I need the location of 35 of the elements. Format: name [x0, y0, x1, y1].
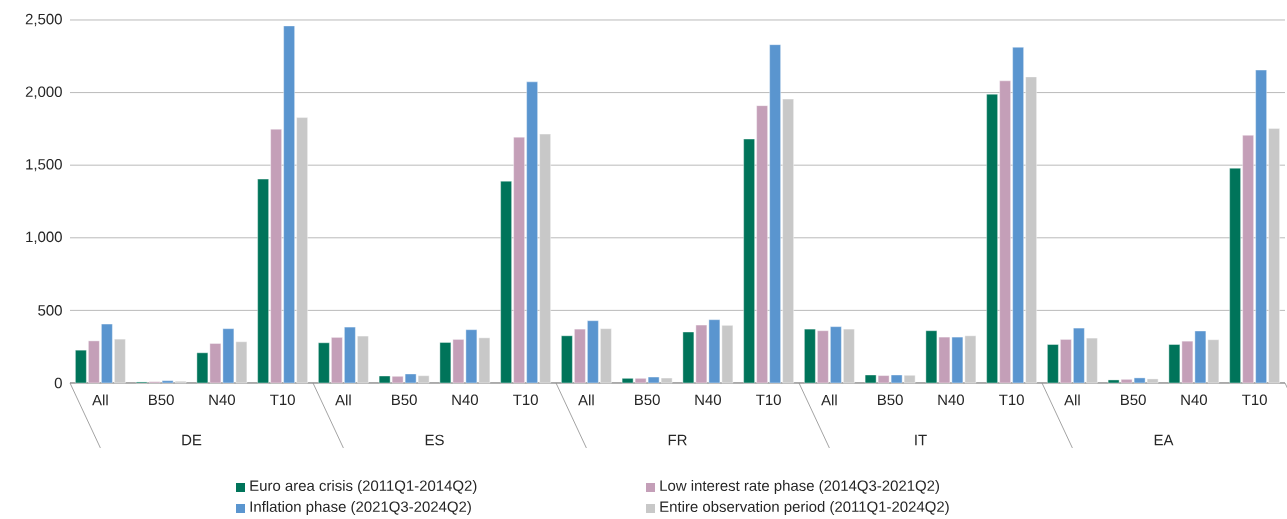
x-tick-label: B50	[1121, 394, 1146, 406]
text: EA	[1154, 434, 1174, 446]
x-tick-label: All	[1064, 394, 1080, 406]
x-tick-label: N40	[1181, 394, 1207, 406]
y-tick-label: 2,000	[25, 86, 62, 99]
x-tick-label: All	[92, 394, 108, 406]
x-tick-label: N40	[452, 394, 478, 406]
x-tick-label: T10	[999, 394, 1024, 406]
x-tick-label: B50	[635, 394, 660, 406]
y-tick-label: 0	[54, 377, 62, 389]
text: IT	[915, 434, 927, 446]
legend-label: Inflation phase (2021Q3-2024Q2)	[250, 501, 471, 515]
x-tick-label: T10	[270, 394, 295, 406]
x-tick-label: All	[578, 394, 594, 406]
x-tick-label: B50	[878, 394, 903, 406]
x-tick-label: All	[335, 394, 351, 406]
x-tick-label: B50	[149, 394, 174, 406]
x-tick-label: N40	[695, 394, 721, 406]
legend-label: Low interest rate phase (2014Q3-2021Q2)	[660, 480, 940, 494]
x-tick-label: T10	[1242, 394, 1267, 406]
text: ES	[425, 434, 444, 446]
x-tick-label: T10	[756, 394, 781, 406]
legend-label: Euro area crisis (2011Q1-2014Q2)	[250, 480, 477, 494]
text: DE	[182, 434, 202, 446]
x-tick-label: All	[821, 394, 837, 406]
x-tick-label: B50	[392, 394, 417, 406]
x-tick-label: T10	[513, 394, 538, 406]
y-tick-label: 2,500	[25, 13, 62, 27]
x-tick-label: N40	[938, 394, 964, 406]
y-tick-label: 500	[38, 305, 62, 316]
text: FR	[668, 434, 687, 446]
y-tick-label: 1,500	[26, 159, 62, 172]
y-tick-label: 1,000	[26, 231, 62, 244]
x-tick-label: N40	[209, 394, 235, 406]
legend-label: Entire observation period (2011Q1-2024Q2)	[660, 501, 949, 515]
